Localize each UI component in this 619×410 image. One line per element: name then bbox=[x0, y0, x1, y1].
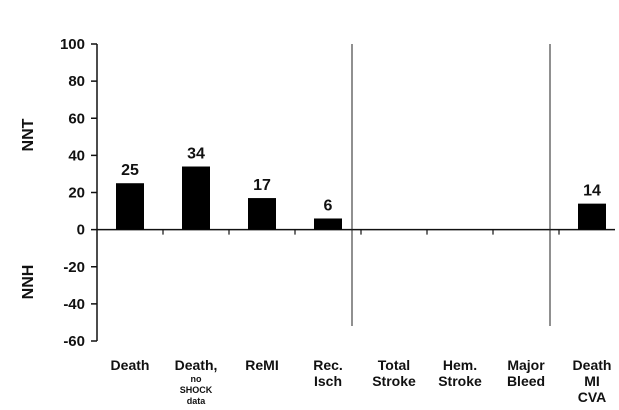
bar bbox=[116, 183, 144, 230]
plot-area: 100 80 60 40 20 0 -20 -40 -60 25 Death 34 Death, no SH… bbox=[60, 36, 615, 406]
y-axis-label-nnh: NNH bbox=[20, 265, 37, 300]
bar-value-label: 17 bbox=[253, 177, 271, 194]
bar bbox=[182, 166, 210, 230]
x-category-label: ReMI bbox=[245, 357, 278, 373]
x-category-label: Death MI CVA bbox=[573, 357, 612, 405]
x-category-label: Major Bleed bbox=[507, 357, 545, 389]
y-tick-label: 100 bbox=[60, 36, 85, 53]
x-category-label: Death, no SHOCK data bbox=[175, 357, 218, 406]
bar bbox=[314, 218, 342, 230]
x-category-label: Total Stroke bbox=[372, 357, 416, 389]
y-tick-label: 40 bbox=[68, 147, 85, 164]
bar-value-label: 6 bbox=[324, 197, 333, 214]
bar-value-label: 34 bbox=[187, 146, 205, 163]
bar-value-label: 25 bbox=[121, 162, 139, 179]
y-tick-label: 20 bbox=[68, 185, 85, 202]
y-tick-label: -40 bbox=[63, 296, 85, 313]
bar-value-label: 14 bbox=[583, 183, 601, 200]
y-tick-label: 60 bbox=[68, 110, 85, 127]
bar bbox=[248, 198, 276, 230]
y-tick-label: -20 bbox=[63, 259, 85, 276]
y-tick-label: -60 bbox=[63, 333, 85, 350]
y-tick-label: 0 bbox=[77, 222, 85, 239]
x-category-label: Death bbox=[111, 357, 150, 373]
bar bbox=[578, 203, 606, 230]
y-tick-label: 80 bbox=[68, 73, 85, 90]
y-axis-label-nnt: NNT bbox=[20, 118, 37, 151]
x-category-label: Rec. Isch bbox=[313, 357, 343, 389]
x-category-label: Hem. Stroke bbox=[438, 357, 482, 389]
